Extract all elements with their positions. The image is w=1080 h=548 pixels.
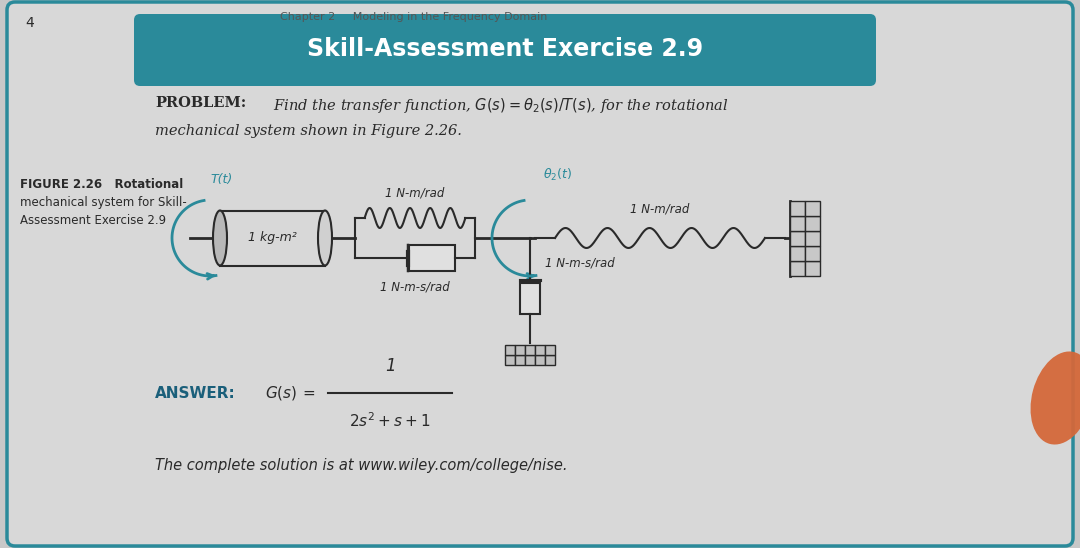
Bar bbox=[220, 210, 325, 265]
Bar bbox=[805, 246, 820, 260]
Text: 4: 4 bbox=[25, 16, 33, 30]
Text: PROBLEM:: PROBLEM: bbox=[156, 96, 246, 110]
Bar bbox=[535, 355, 545, 365]
Text: $\theta_2(t)$: $\theta_2(t)$ bbox=[543, 167, 572, 183]
Text: 1: 1 bbox=[384, 357, 395, 375]
Bar bbox=[515, 355, 525, 365]
Ellipse shape bbox=[318, 210, 332, 265]
Text: ANSWER:: ANSWER: bbox=[156, 385, 235, 401]
Text: Skill-Assessment Exercise 2.9: Skill-Assessment Exercise 2.9 bbox=[307, 37, 703, 61]
Bar bbox=[789, 246, 805, 260]
Text: 1 N-m/rad: 1 N-m/rad bbox=[631, 203, 690, 216]
Text: T(t): T(t) bbox=[211, 173, 233, 186]
Bar bbox=[805, 260, 820, 276]
Bar bbox=[505, 355, 515, 365]
Bar bbox=[789, 215, 805, 231]
Bar bbox=[789, 231, 805, 246]
Bar bbox=[525, 345, 535, 355]
Text: 1 N-m-s/rad: 1 N-m-s/rad bbox=[545, 256, 615, 270]
Text: 1 N-m-s/rad: 1 N-m-s/rad bbox=[380, 280, 450, 293]
Text: The complete solution is at www.wiley.com/college/nise.: The complete solution is at www.wiley.co… bbox=[156, 458, 567, 473]
Text: $2s^2 + s + 1$: $2s^2 + s + 1$ bbox=[349, 411, 431, 430]
Text: 1 kg-m²: 1 kg-m² bbox=[248, 231, 297, 244]
Bar bbox=[805, 215, 820, 231]
Bar bbox=[505, 345, 515, 355]
Text: Chapter 2     Modeling in the Frequency Domain: Chapter 2 Modeling in the Frequency Doma… bbox=[280, 12, 548, 22]
Bar bbox=[805, 201, 820, 215]
Bar bbox=[515, 345, 525, 355]
Ellipse shape bbox=[1030, 351, 1080, 444]
FancyBboxPatch shape bbox=[134, 14, 876, 86]
Bar bbox=[535, 345, 545, 355]
FancyBboxPatch shape bbox=[6, 2, 1074, 546]
Text: FIGURE 2.26   Rotational: FIGURE 2.26 Rotational bbox=[21, 178, 184, 191]
Bar bbox=[805, 231, 820, 246]
Ellipse shape bbox=[213, 210, 227, 265]
Bar bbox=[789, 260, 805, 276]
Text: Find the transfer function, $G(s) = \theta_2(s)/T(s)$, for the rotational: Find the transfer function, $G(s) = \the… bbox=[273, 96, 729, 115]
Bar bbox=[545, 355, 555, 365]
Text: Assessment Exercise 2.9: Assessment Exercise 2.9 bbox=[21, 214, 166, 227]
Text: mechanical system for Skill-: mechanical system for Skill- bbox=[21, 196, 187, 209]
Bar bbox=[525, 355, 535, 365]
Bar bbox=[545, 345, 555, 355]
Text: mechanical system shown in Figure 2.26.: mechanical system shown in Figure 2.26. bbox=[156, 124, 462, 138]
Bar bbox=[409, 245, 455, 271]
Bar bbox=[789, 201, 805, 215]
Text: 1 N-m/rad: 1 N-m/rad bbox=[386, 187, 445, 200]
Text: $G(s)\,=$: $G(s)\,=$ bbox=[265, 384, 315, 402]
Bar bbox=[519, 283, 540, 314]
